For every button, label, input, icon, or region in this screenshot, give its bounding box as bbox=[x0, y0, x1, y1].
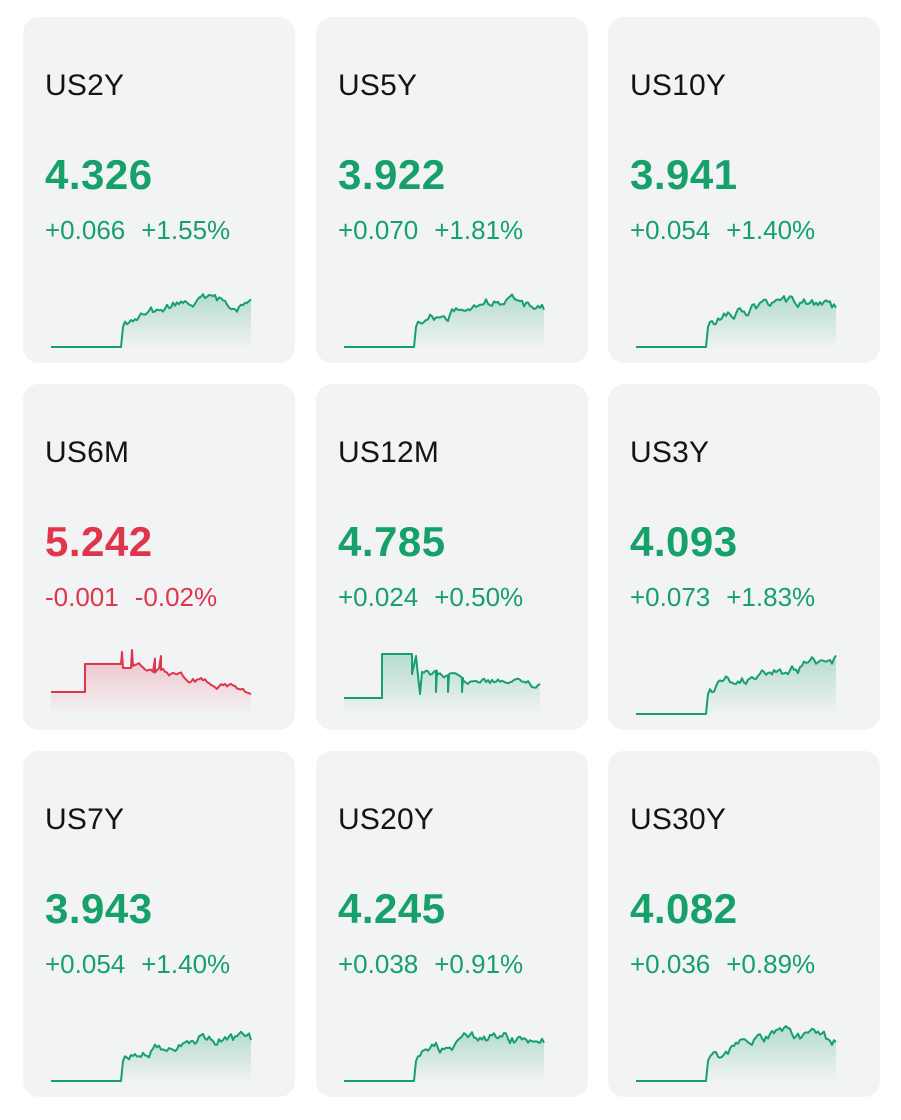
change-percent: -0.02% bbox=[134, 582, 218, 612]
change-row: +0.024 +0.50% bbox=[338, 582, 523, 613]
change-value: +0.070 bbox=[338, 215, 419, 245]
sparkline-line bbox=[636, 1025, 837, 1082]
sparkline-chart bbox=[344, 1031, 545, 1083]
sparkline-area bbox=[51, 1031, 251, 1083]
change-value: +0.054 bbox=[45, 949, 126, 979]
sparkline-area bbox=[344, 1032, 544, 1083]
price-value: 4.326 bbox=[45, 151, 153, 198]
quote-card-us20y[interactable]: US20Y 4.245 +0.038 +0.91% bbox=[316, 751, 588, 1097]
change-row: +0.073 +1.83% bbox=[630, 582, 815, 613]
change-value: +0.038 bbox=[338, 949, 419, 979]
quote-card-us30y[interactable]: US30Y 4.082 +0.036 +0.89% bbox=[608, 751, 880, 1097]
change-row: -0.001 -0.02% bbox=[45, 582, 217, 613]
change-percent: +1.83% bbox=[726, 582, 816, 612]
quote-card-us3y[interactable]: US3Y 4.093 +0.073 +1.83% bbox=[608, 384, 880, 730]
sparkline-area bbox=[344, 294, 544, 349]
sparkline-area bbox=[51, 650, 251, 716]
sparkline-chart bbox=[344, 293, 545, 349]
price-value: 4.785 bbox=[338, 518, 446, 565]
price-value: 3.922 bbox=[338, 151, 446, 198]
quote-card-us12m[interactable]: US12M 4.785 +0.024 +0.50% bbox=[316, 384, 588, 730]
sparkline-chart bbox=[51, 1030, 252, 1083]
change-row: +0.070 +1.81% bbox=[338, 215, 523, 246]
sparkline-chart bbox=[636, 295, 837, 349]
sparkline-chart bbox=[636, 1025, 837, 1083]
symbol-label: US7Y bbox=[45, 803, 125, 836]
change-percent: +0.50% bbox=[434, 582, 524, 612]
change-percent: +0.89% bbox=[726, 949, 816, 979]
sparkline-area bbox=[636, 655, 836, 716]
sparkline-line bbox=[344, 1031, 545, 1082]
sparkline-line bbox=[51, 1030, 252, 1082]
sparkline-line bbox=[636, 295, 837, 348]
sparkline-line bbox=[51, 649, 252, 696]
change-percent: +0.91% bbox=[434, 949, 524, 979]
change-percent: +1.40% bbox=[141, 949, 231, 979]
price-value: 3.943 bbox=[45, 885, 153, 932]
quote-card-us6m[interactable]: US6M 5.242 -0.001 -0.02% bbox=[23, 384, 295, 730]
change-value: +0.066 bbox=[45, 215, 126, 245]
change-value: +0.073 bbox=[630, 582, 711, 612]
quote-card-us10y[interactable]: US10Y 3.941 +0.054 +1.40% bbox=[608, 17, 880, 363]
symbol-label: US20Y bbox=[338, 803, 435, 836]
quote-card-us2y[interactable]: US2Y 4.326 +0.066 +1.55% bbox=[23, 17, 295, 363]
change-value: -0.001 bbox=[45, 582, 119, 612]
sparkline-line bbox=[51, 293, 252, 348]
symbol-label: US12M bbox=[338, 436, 440, 469]
change-row: +0.054 +1.40% bbox=[45, 949, 230, 980]
quote-card-us7y[interactable]: US7Y 3.943 +0.054 +1.40% bbox=[23, 751, 295, 1097]
sparkline-area bbox=[636, 1026, 836, 1083]
quote-card-us5y[interactable]: US5Y 3.922 +0.070 +1.81% bbox=[316, 17, 588, 363]
price-value: 4.093 bbox=[630, 518, 738, 565]
sparkline-line bbox=[344, 293, 545, 348]
sparkline-area bbox=[344, 654, 540, 716]
change-row: +0.038 +0.91% bbox=[338, 949, 523, 980]
sparkline-chart bbox=[51, 649, 252, 716]
symbol-label: US6M bbox=[45, 436, 130, 469]
symbol-label: US30Y bbox=[630, 803, 727, 836]
change-value: +0.054 bbox=[630, 215, 711, 245]
sparkline-area bbox=[636, 296, 836, 349]
change-percent: +1.40% bbox=[726, 215, 816, 245]
change-value: +0.036 bbox=[630, 949, 711, 979]
symbol-label: US5Y bbox=[338, 69, 418, 102]
change-row: +0.036 +0.89% bbox=[630, 949, 815, 980]
price-value: 4.245 bbox=[338, 885, 446, 932]
symbol-label: US2Y bbox=[45, 69, 125, 102]
symbol-label: US3Y bbox=[630, 436, 710, 469]
sparkline-line bbox=[636, 654, 837, 715]
change-value: +0.024 bbox=[338, 582, 419, 612]
sparkline-line bbox=[344, 653, 541, 699]
sparkline-chart bbox=[51, 293, 252, 349]
symbol-label: US10Y bbox=[630, 69, 727, 102]
change-row: +0.066 +1.55% bbox=[45, 215, 230, 246]
price-value: 3.941 bbox=[630, 151, 738, 198]
change-row: +0.054 +1.40% bbox=[630, 215, 815, 246]
change-percent: +1.81% bbox=[434, 215, 524, 245]
sparkline-chart bbox=[344, 653, 541, 716]
price-value: 4.082 bbox=[630, 885, 738, 932]
sparkline-area bbox=[51, 294, 251, 349]
sparkline-chart bbox=[636, 654, 837, 716]
change-percent: +1.55% bbox=[141, 215, 231, 245]
price-value: 5.242 bbox=[45, 518, 153, 565]
